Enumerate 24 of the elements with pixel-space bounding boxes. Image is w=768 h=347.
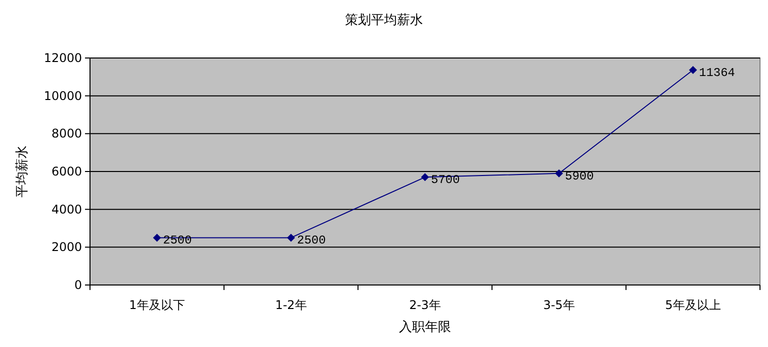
y-tick-label: 0	[74, 278, 82, 292]
x-tick-label: 1年及以下	[129, 298, 185, 312]
y-tick-label: 4000	[51, 202, 82, 216]
x-tick-label: 2-3年	[409, 298, 441, 312]
y-tick-label: 12000	[44, 51, 82, 65]
point	[689, 66, 697, 74]
point	[555, 169, 563, 178]
x-axis-title: 入职年限	[399, 320, 451, 335]
data-label: 11364	[699, 66, 736, 80]
y-tick-label: 10000	[44, 88, 82, 103]
data-label: 2500	[163, 234, 192, 248]
x-tick-label: 1-2年	[275, 298, 307, 312]
data-label: 5700	[431, 173, 460, 188]
y-tick-label: 8000	[51, 126, 82, 141]
point	[153, 234, 161, 242]
x-tick-label: 3-5年	[543, 298, 575, 312]
y-axis-title: 平均薪水	[15, 146, 30, 198]
data-label: 2500	[297, 234, 326, 248]
y-tick-label: 2000	[51, 240, 82, 254]
point	[421, 173, 429, 182]
y-tick-label: 6000	[51, 164, 82, 178]
chart-title: 策划平均薪水	[345, 13, 423, 28]
x-tick-label: 5年及以上	[665, 298, 721, 312]
point	[287, 234, 295, 242]
